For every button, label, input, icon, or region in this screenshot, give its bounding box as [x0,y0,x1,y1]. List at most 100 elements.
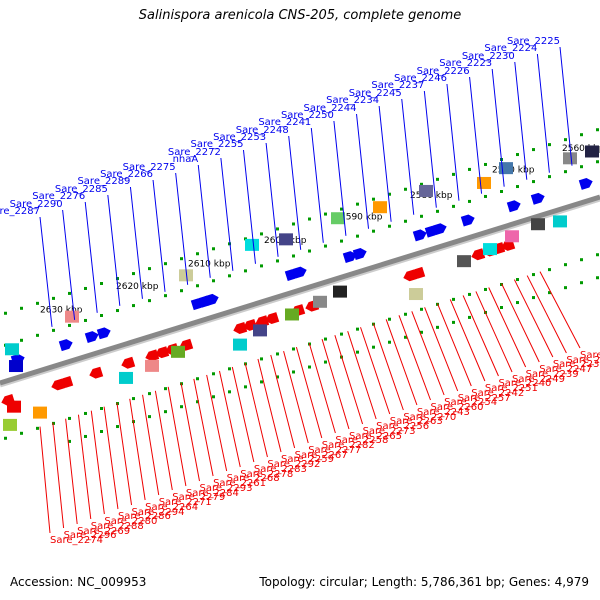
tick-dot [276,375,279,379]
backbone [0,194,600,386]
gene-label: Sare_2274 [50,535,103,546]
gene-leader-line [65,418,78,525]
gene-leader-line [206,374,228,472]
gene-label: Sare_2271 [159,497,212,508]
tick-dot [308,249,311,253]
feature-block [179,269,193,282]
tick-dot [468,199,471,203]
tick-dot [388,317,391,321]
gene-leader-line [180,382,200,482]
tick-dot [596,128,599,132]
tick-dot [452,204,455,208]
tick-dot [292,222,295,226]
gene-label: Sare_2250 [281,110,334,121]
forward-gene-arrow-shape [460,214,475,227]
tick-dot [500,190,503,193]
forward-gene-arrow-shape [412,229,427,242]
gene-leader-line [385,319,418,406]
forward-gene-arrow-shape [432,223,447,236]
tick-dot [196,400,199,404]
tick-dot [404,335,407,339]
tick-dot [68,323,71,327]
gene-label: Sare_2235 [580,350,600,361]
forward-gene-arrow-shape [96,327,111,340]
gene-leader-line [52,422,65,529]
gene-label: Sare_2294 [132,507,185,518]
forward-gene-arrow-shape [58,339,73,352]
tick-dot [180,257,183,261]
tick-dot [228,367,231,371]
tick-dot [20,338,23,342]
tick-dot [148,415,151,419]
gene-leader-line [129,186,143,299]
tick-dot [308,217,311,221]
gene-leader-line [539,271,581,349]
tick-dot [596,160,599,164]
gene-label: Sare_2280 [104,516,157,527]
tick-dot [452,320,455,324]
tick-dot [276,227,279,231]
feature-block [457,255,471,268]
forward-gene-arrow [58,339,73,352]
genome-summary-label: Topology: circular; Length: 5,786,361 bp… [259,575,589,589]
gene-leader-line [116,402,133,506]
tick-dot [420,330,423,334]
gene-leader-line [244,362,268,458]
gene-leader-line [220,157,234,271]
gene-leader-line [77,414,92,520]
gene-label: Sare_2264 [145,502,198,513]
gene-leader-line [378,105,392,222]
gene-leader-line [283,350,309,444]
gene-leader-line [154,390,173,491]
forward-gene-arrow-shape [84,331,99,344]
feature-block [5,343,19,356]
tick-dot [356,234,359,238]
reverse-gene-arrow [471,248,486,261]
gene-label: Sare_2296 [64,530,117,541]
reverse-gene-arrow-shape [411,266,426,279]
tick-dot [420,182,423,186]
gene-label: Sare_2234 [326,95,379,106]
feature-block [279,233,293,246]
tick-dot [580,133,583,137]
gene-leader-line [526,275,567,354]
gene-leader-line [167,386,187,487]
reverse-gene-arrow [411,266,426,279]
tick-dot [372,197,375,201]
gene-label: Sare_2226 [417,66,470,77]
gene-leader-line [411,311,445,396]
gene-label: Sare_2241 [258,117,311,128]
gene-leader-line [308,342,336,434]
gene-leader-line [334,335,364,425]
tick-dot [468,167,471,171]
tick-dot [564,263,567,267]
gene-label: Sare_2266 [100,169,153,180]
gene-label: Sare_2269 [77,526,130,537]
gene-label: Sare_2287 [0,206,40,217]
tick-dot [324,360,327,364]
gene-leader-line [39,426,51,534]
gene-leader-line [197,164,211,278]
tick-dot [324,244,327,248]
tick-dot [420,307,423,311]
tick-dot [100,407,103,410]
gene-leader-line [501,283,540,363]
gene-leader-line [288,135,302,250]
gene-label: Sare_2272 [168,147,221,158]
tick-dot [20,431,23,435]
feature-block [313,295,327,308]
tick-dot [388,224,391,228]
reverse-gene-arrow [121,356,136,369]
feature-block [419,184,433,197]
forward-gene-arrow [460,214,475,227]
gene-leader-line [488,287,527,368]
tick-dot [180,405,183,409]
tick-dot [292,254,295,258]
reverse-gene-arrow [265,312,280,325]
tick-dot [180,289,183,293]
feature-block [563,152,577,165]
reverse-gene-arrow-shape [471,248,486,261]
gene-label: Sare_2278 [240,469,293,480]
gene-label: Sare_2239 [526,369,579,380]
feature-block [499,162,513,175]
